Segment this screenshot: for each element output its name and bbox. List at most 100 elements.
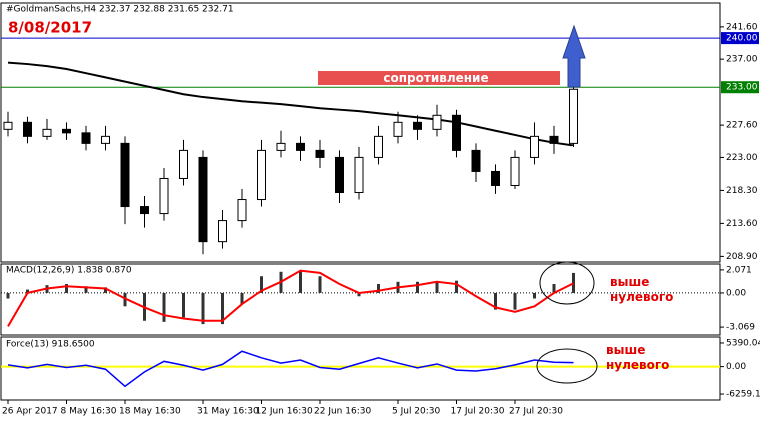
x-tick-label: 8 May 16:30 bbox=[61, 407, 117, 417]
candle-body bbox=[159, 177, 169, 215]
histogram-bar bbox=[26, 289, 29, 293]
macd-note-text: выше нулевого уровня bbox=[610, 275, 674, 309]
candle-body bbox=[335, 156, 344, 194]
y-tick-label: -3.069 bbox=[726, 323, 755, 333]
candle-body bbox=[198, 156, 208, 243]
candle-body bbox=[530, 135, 539, 158]
histogram-bar bbox=[240, 292, 244, 305]
x-tick-label: 31 May 16:30 bbox=[197, 407, 259, 417]
candle-body bbox=[471, 149, 481, 172]
y-tick-label: 5390.045 bbox=[726, 338, 760, 348]
force-note-text: выше нулевого уровня bbox=[606, 343, 670, 377]
candle-body bbox=[120, 142, 130, 208]
candle-body bbox=[432, 114, 442, 130]
macd-note: выше нулевого уровня bbox=[610, 275, 674, 309]
histogram-bar bbox=[416, 281, 419, 293]
candle-body bbox=[276, 142, 286, 151]
y-tick-label: 237.00 bbox=[726, 55, 758, 65]
macd-title: MACD(12,26,9) 1.838 0.870 bbox=[6, 266, 132, 276]
candle-body bbox=[257, 149, 266, 201]
candle-body bbox=[569, 88, 578, 144]
candle-body bbox=[101, 135, 110, 144]
histogram-bar bbox=[84, 286, 88, 293]
y-tick-label: 213.60 bbox=[726, 219, 758, 229]
histogram-bar bbox=[435, 281, 439, 293]
histogram-bar bbox=[494, 292, 497, 310]
histogram-bar bbox=[455, 280, 458, 293]
histogram-bar bbox=[572, 272, 575, 293]
histogram-bar bbox=[221, 292, 224, 325]
level-box bbox=[721, 81, 759, 94]
candle-body bbox=[374, 135, 383, 158]
macd-panel bbox=[0, 263, 721, 336]
force-ellipse bbox=[536, 348, 598, 384]
histogram-bar bbox=[357, 292, 361, 297]
histogram-bar bbox=[6, 292, 10, 299]
candle-body bbox=[549, 135, 559, 144]
x-tick-label: 22 Jun 16:30 bbox=[314, 407, 371, 417]
level-label: 233.00 bbox=[726, 83, 758, 93]
candle-body bbox=[354, 156, 364, 194]
histogram-bar bbox=[318, 276, 322, 293]
x-tick-label: 18 May 16:30 bbox=[119, 407, 181, 417]
series-line bbox=[7, 350, 574, 388]
x-tick-label: 5 Jul 20:30 bbox=[392, 407, 441, 417]
histogram-bar bbox=[513, 292, 517, 310]
histogram-bar bbox=[377, 284, 380, 293]
histogram-bar bbox=[123, 292, 127, 307]
force-title: Force(13) 918.6500 bbox=[6, 340, 95, 350]
level-label: 240.00 bbox=[726, 34, 758, 44]
histogram-bar bbox=[104, 287, 107, 293]
date-note: 8/08/2017 bbox=[8, 19, 92, 37]
candle-body bbox=[81, 132, 91, 144]
macd-ellipse bbox=[539, 261, 595, 305]
resistance-box bbox=[318, 71, 560, 85]
y-tick-label: 218.30 bbox=[726, 186, 758, 196]
candle-body bbox=[296, 142, 305, 151]
histogram-bar bbox=[552, 284, 556, 293]
histogram-bar bbox=[299, 270, 302, 293]
candle-body bbox=[23, 121, 32, 137]
x-tick-label: 12 Jun 16:30 bbox=[256, 407, 313, 417]
candle-body bbox=[218, 220, 227, 243]
y-tick-label: 223.00 bbox=[726, 153, 758, 163]
force-panel bbox=[0, 336, 721, 401]
candle-body bbox=[140, 206, 149, 215]
x-tick-label: 26 Apr 2017 bbox=[2, 407, 58, 417]
candle-body bbox=[452, 114, 461, 151]
histogram-bar bbox=[201, 292, 205, 325]
y-tick-label: 208.90 bbox=[726, 252, 758, 262]
y-tick-label: 0.00 bbox=[726, 288, 746, 298]
candle-body bbox=[62, 128, 71, 134]
candle-body bbox=[42, 128, 52, 137]
level-box bbox=[721, 32, 759, 45]
candle-body bbox=[237, 199, 247, 222]
main-title: #GoldmanSachs,H4 232.37 232.88 231.65 23… bbox=[6, 5, 234, 15]
main-panel bbox=[0, 2, 721, 263]
candle-body bbox=[413, 121, 422, 130]
x-tick-label: 27 Jul 20:30 bbox=[509, 407, 563, 417]
y-tick-label: 227.60 bbox=[726, 121, 758, 131]
y-tick-label: 2.071 bbox=[726, 265, 752, 275]
histogram-bar bbox=[162, 292, 166, 322]
x-tick-label: 17 Jul 20:30 bbox=[451, 407, 505, 417]
series-line bbox=[7, 61, 574, 147]
candle-body bbox=[510, 156, 520, 186]
candle-body bbox=[315, 149, 325, 158]
series-line bbox=[8, 135, 574, 203]
plot: 241.60 237.00 227.60 223.00 218.30 213.60 208.… bbox=[1, 22, 760, 417]
force-note: выше нулевого уровня bbox=[606, 343, 670, 377]
candle-body bbox=[179, 149, 188, 179]
histogram-bar bbox=[533, 292, 536, 299]
y-tick-label: 0.00 bbox=[726, 362, 746, 372]
candle-body bbox=[3, 121, 13, 130]
series-line bbox=[7, 269, 574, 327]
candle-body bbox=[491, 170, 500, 186]
up-arrow bbox=[562, 24, 586, 88]
histogram-bar bbox=[260, 276, 263, 293]
candle-body bbox=[393, 121, 403, 137]
histogram-bar bbox=[65, 284, 68, 293]
resistance-label: сопротивление bbox=[383, 71, 488, 85]
y-tick-label: 241.60 bbox=[726, 22, 758, 32]
